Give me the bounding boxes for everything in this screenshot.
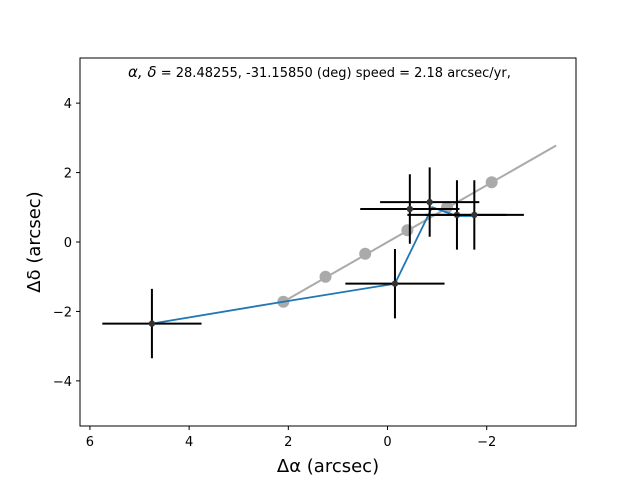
model-point: [441, 201, 454, 214]
model-point: [319, 270, 332, 283]
y-tick-label: 0: [64, 236, 72, 251]
observation-point: [148, 320, 156, 327]
model-point: [485, 176, 498, 189]
y-tick-label: −2: [53, 305, 72, 320]
observation-point: [391, 280, 399, 287]
x-axis-label: Δα (arcsec): [277, 456, 379, 477]
observation-point: [471, 211, 478, 219]
title-symbols: α, δ: [128, 63, 157, 81]
y-tick-label: 4: [64, 97, 72, 112]
plot-layer: [102, 144, 557, 359]
x-tick-label: 4: [185, 435, 193, 450]
model-point: [401, 224, 414, 237]
observation-point: [426, 198, 433, 206]
y-tick-label: −4: [53, 375, 72, 390]
observation-point: [406, 205, 414, 213]
model-point: [359, 247, 372, 260]
x-tick-label: 0: [383, 435, 391, 450]
y-tick-label: 2: [64, 167, 72, 182]
title-rest: = 28.48255, -31.15850 (deg) speed = 2.18…: [157, 66, 511, 81]
x-tick-label: −2: [477, 435, 496, 450]
x-tick-label: 2: [284, 435, 292, 450]
chart-title: α, δ = 28.48255, -31.15850 (deg) speed =…: [128, 63, 511, 81]
y-axis-label: Δδ (arcsec): [24, 191, 45, 292]
x-tick-label: 6: [86, 435, 94, 450]
tick-layer: 6 4 2 0 −2 −4 −2 0 2 4: [53, 97, 496, 450]
